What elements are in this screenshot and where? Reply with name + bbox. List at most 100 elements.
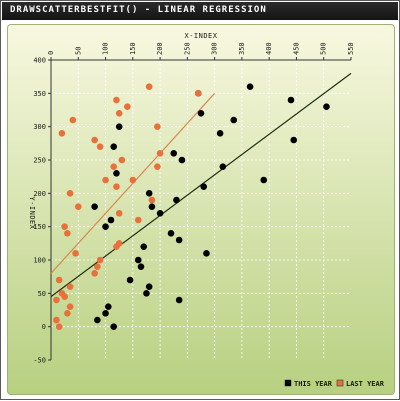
this-year-point bbox=[107, 216, 115, 224]
this-year-point bbox=[126, 276, 134, 284]
x-tick-label: 350 bbox=[238, 42, 246, 55]
this-year-point bbox=[148, 203, 156, 210]
last-year-point bbox=[113, 183, 120, 190]
last-year-point bbox=[94, 263, 101, 270]
last-year-point bbox=[74, 203, 82, 210]
x-tick-label: 500 bbox=[320, 42, 328, 55]
this-year-point bbox=[102, 223, 109, 230]
last-year-point bbox=[145, 83, 153, 90]
this-year-point bbox=[216, 130, 224, 137]
this-year-point bbox=[175, 296, 183, 304]
this-year-point bbox=[323, 103, 330, 110]
last-year-point bbox=[156, 150, 164, 157]
last-year-point bbox=[134, 216, 142, 224]
y-tick-label: -50 bbox=[33, 357, 46, 365]
last-year-point bbox=[72, 250, 79, 257]
x-tick-label: 0 bbox=[47, 51, 55, 55]
chart-title: DRAWSCATTERBESTFIT() - LINEAR REGRESSION bbox=[10, 5, 267, 15]
last-year-point bbox=[96, 143, 104, 150]
this-year-point bbox=[287, 96, 295, 104]
last-year-point bbox=[110, 163, 118, 170]
last-year-point bbox=[118, 156, 126, 164]
x-tick-label: 50 bbox=[74, 47, 82, 55]
this-year-point bbox=[156, 210, 164, 217]
x-tick-label: 550 bbox=[347, 42, 355, 55]
this-year-point bbox=[94, 316, 101, 324]
this-year-point bbox=[145, 190, 153, 197]
this-year-point bbox=[115, 123, 123, 130]
last-year-point bbox=[115, 110, 123, 117]
last-year-point bbox=[64, 230, 71, 237]
x-tick-label: 200 bbox=[156, 42, 164, 55]
last-year-point bbox=[96, 256, 104, 264]
last-year-point bbox=[66, 190, 74, 197]
y-tick-label: 250 bbox=[33, 157, 46, 165]
this-year-point bbox=[203, 250, 210, 257]
this-year-point bbox=[104, 303, 112, 310]
last-year-point bbox=[194, 90, 202, 97]
y-tick-label: 0 bbox=[42, 323, 46, 331]
x-tick-label: 150 bbox=[129, 42, 137, 55]
last-year-point bbox=[124, 103, 131, 110]
last-year-point bbox=[113, 96, 120, 104]
last-year-point bbox=[64, 310, 71, 317]
last-year-point bbox=[148, 196, 156, 204]
this-year-point bbox=[140, 243, 148, 250]
legend-last-year-swatch bbox=[336, 379, 344, 387]
last-year-point bbox=[69, 116, 77, 124]
x-tick-label: 250 bbox=[183, 42, 191, 55]
y-tick-label: 50 bbox=[38, 290, 46, 298]
last-year-point bbox=[115, 210, 123, 217]
chart-panel bbox=[7, 24, 395, 395]
last-year-point bbox=[53, 316, 60, 324]
last-year-point bbox=[154, 123, 161, 130]
x-axis-label: X-INDEX bbox=[184, 32, 217, 40]
y-tick-label: 350 bbox=[33, 90, 46, 98]
this-year-point bbox=[170, 150, 178, 157]
this-year-point bbox=[137, 263, 145, 270]
this-year-point bbox=[102, 310, 109, 317]
this-year-point bbox=[230, 116, 238, 124]
last-year-point bbox=[102, 176, 109, 184]
y-tick-label: 100 bbox=[33, 257, 46, 265]
legend-this-year-swatch bbox=[284, 379, 292, 387]
this-year-point bbox=[200, 183, 208, 190]
last-year-point bbox=[91, 270, 98, 277]
this-year-point bbox=[143, 290, 150, 297]
x-tick-label: 450 bbox=[292, 42, 300, 55]
x-tick-label: 300 bbox=[211, 42, 219, 55]
last-year-point bbox=[55, 323, 63, 330]
this-year-point bbox=[110, 143, 118, 150]
this-year-point bbox=[145, 283, 153, 290]
last-year-point bbox=[154, 163, 161, 170]
this-year-point bbox=[134, 256, 142, 264]
this-year-point bbox=[197, 110, 205, 117]
this-year-point bbox=[178, 156, 186, 164]
title-bar: DRAWSCATTERBESTFIT() - LINEAR REGRESSION bbox=[2, 2, 398, 20]
this-year-point bbox=[290, 136, 298, 144]
last-year-point bbox=[91, 136, 98, 144]
last-year-fit-line bbox=[50, 92, 216, 274]
this-year-point bbox=[91, 203, 98, 210]
y-tick-label: 400 bbox=[33, 57, 46, 65]
last-year-point bbox=[55, 276, 63, 284]
y-tick-label: 200 bbox=[33, 190, 46, 198]
last-year-point bbox=[58, 130, 66, 137]
this-year-point bbox=[260, 176, 268, 184]
this-year-point bbox=[113, 170, 120, 177]
this-year-point bbox=[110, 323, 118, 330]
y-tick-label: 150 bbox=[33, 223, 46, 231]
this-year-point bbox=[173, 196, 180, 204]
x-tick-label: 100 bbox=[102, 42, 110, 55]
y-tick-label: 300 bbox=[33, 123, 46, 131]
this-year-point bbox=[246, 83, 254, 90]
last-year-point bbox=[61, 293, 68, 300]
last-year-point bbox=[61, 223, 68, 230]
last-year-point bbox=[66, 303, 74, 310]
legend-last-year-label: LAST YEAR bbox=[346, 380, 385, 388]
last-year-point bbox=[115, 240, 123, 247]
last-year-point bbox=[129, 176, 137, 184]
this-year-point bbox=[167, 230, 175, 237]
